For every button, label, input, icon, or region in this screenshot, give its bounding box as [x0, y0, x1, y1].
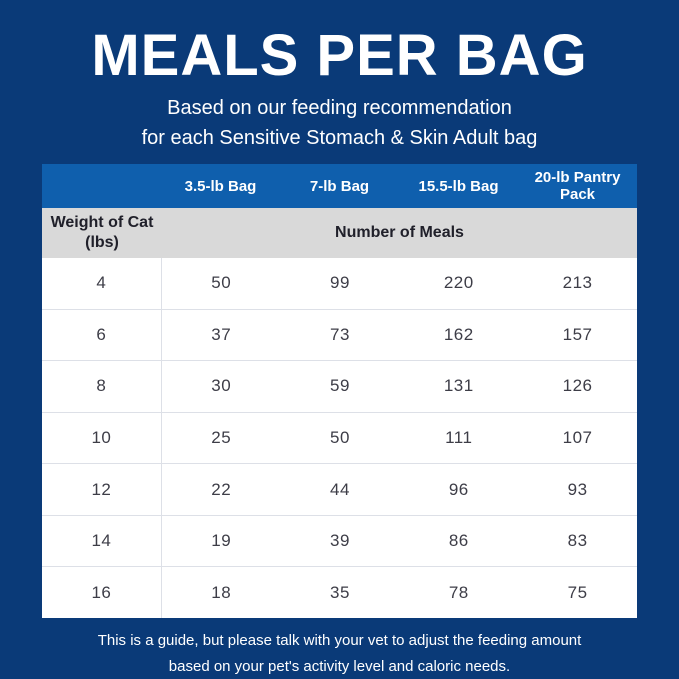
subtitle: Based on our feeding recommendation for … — [0, 93, 679, 153]
weight-cell: 6 — [42, 309, 162, 361]
subtitle-line-2: for each Sensitive Stomach & Skin Adult … — [141, 127, 538, 149]
meals-cell: 157 — [562, 324, 593, 344]
meals-cell: 131 — [443, 376, 474, 396]
page-title: MEALS PER BAG — [91, 23, 588, 88]
meals-cell: 78 — [448, 582, 469, 602]
meals-cell: 93 — [567, 479, 588, 499]
weight-of-cat-header-line-2: (lbs) — [85, 234, 119, 251]
meals-cell: 107 — [562, 428, 593, 448]
column-header-15-5-lb-bag: 15.5-lb Bag — [418, 177, 499, 195]
meals-cell: 37 — [211, 324, 232, 344]
number-of-meals-header: Number of Meals — [335, 224, 464, 241]
weight-cell: 8 — [42, 361, 162, 412]
weight-of-cat-header: Weight of Cat (lbs) — [42, 208, 162, 258]
meals-cell: 86 — [448, 531, 469, 551]
meals-cell: 30 — [211, 376, 232, 396]
meals-cell: 83 — [567, 531, 588, 551]
footer-line-1: This is a guide, but please talk with yo… — [97, 632, 582, 649]
table-body: 4 50 99 220 213 6 37 73 162 157 8 30 59 131 126 10 25 50 1… — [42, 258, 637, 619]
weight-of-cat-header-line-1: Weight of Cat — [50, 214, 154, 231]
meals-cell: 126 — [562, 376, 593, 396]
meals-cell: 99 — [330, 273, 350, 293]
meals-cell: 162 — [443, 324, 474, 344]
column-header-7-lb-bag: 7-lb Bag — [309, 177, 370, 195]
weight-cell: 4 — [42, 258, 162, 309]
meals-cell: 18 — [211, 582, 232, 602]
meals-cell: 111 — [445, 428, 473, 448]
meals-cell: 96 — [448, 479, 469, 499]
weight-cell: 14 — [42, 515, 162, 567]
meals-cell: 213 — [562, 273, 593, 293]
meals-cell: 50 — [330, 428, 350, 448]
table-row: 8 30 59 131 126 — [42, 361, 637, 413]
meals-cell: 25 — [211, 428, 232, 448]
meals-table: 3.5-lb Bag 7-lb Bag 15.5-lb Bag 20-lb Pantr… — [42, 164, 637, 619]
meals-cell: 50 — [211, 273, 232, 293]
meals-cell: 44 — [330, 479, 350, 499]
meals-cell: 39 — [330, 531, 350, 551]
table-row: 12 22 44 96 93 — [42, 464, 637, 516]
weight-cell: 10 — [42, 412, 162, 464]
weight-cell: 16 — [42, 567, 162, 619]
table-row: 10 25 50 111 107 — [42, 412, 637, 465]
footer-line-2: based on your pet's activity level and c… — [168, 658, 511, 675]
meals-cell: 220 — [443, 273, 474, 293]
subtitle-line-1: Based on our feeding recommendation — [167, 97, 512, 119]
table-row: 4 50 99 220 213 — [42, 258, 637, 310]
table-row: 16 18 35 78 75 — [42, 567, 637, 619]
column-header-20-lb-pantry-pack: 20-lb Pantry Pack — [534, 169, 621, 203]
meals-cell: 75 — [567, 582, 588, 602]
table-subheader-row: Weight of Cat (lbs) Number of Meals — [42, 208, 637, 258]
table-header-row: 3.5-lb Bag 7-lb Bag 15.5-lb Bag 20-lb Pantr… — [42, 164, 637, 208]
table-header-empty-cell — [42, 164, 161, 208]
meals-cell: 35 — [330, 582, 350, 602]
weight-cell: 12 — [42, 464, 162, 515]
table-row: 14 19 39 86 83 — [42, 515, 637, 568]
meals-cell: 19 — [211, 531, 232, 551]
footer-note: This is a guide, but please talk with yo… — [0, 628, 679, 679]
meals-cell: 73 — [330, 324, 350, 344]
column-header-3-5-lb-bag: 3.5-lb Bag — [184, 177, 257, 195]
table-row: 6 37 73 162 157 — [42, 309, 637, 362]
meals-cell: 22 — [211, 479, 232, 499]
meals-cell: 59 — [330, 376, 350, 396]
